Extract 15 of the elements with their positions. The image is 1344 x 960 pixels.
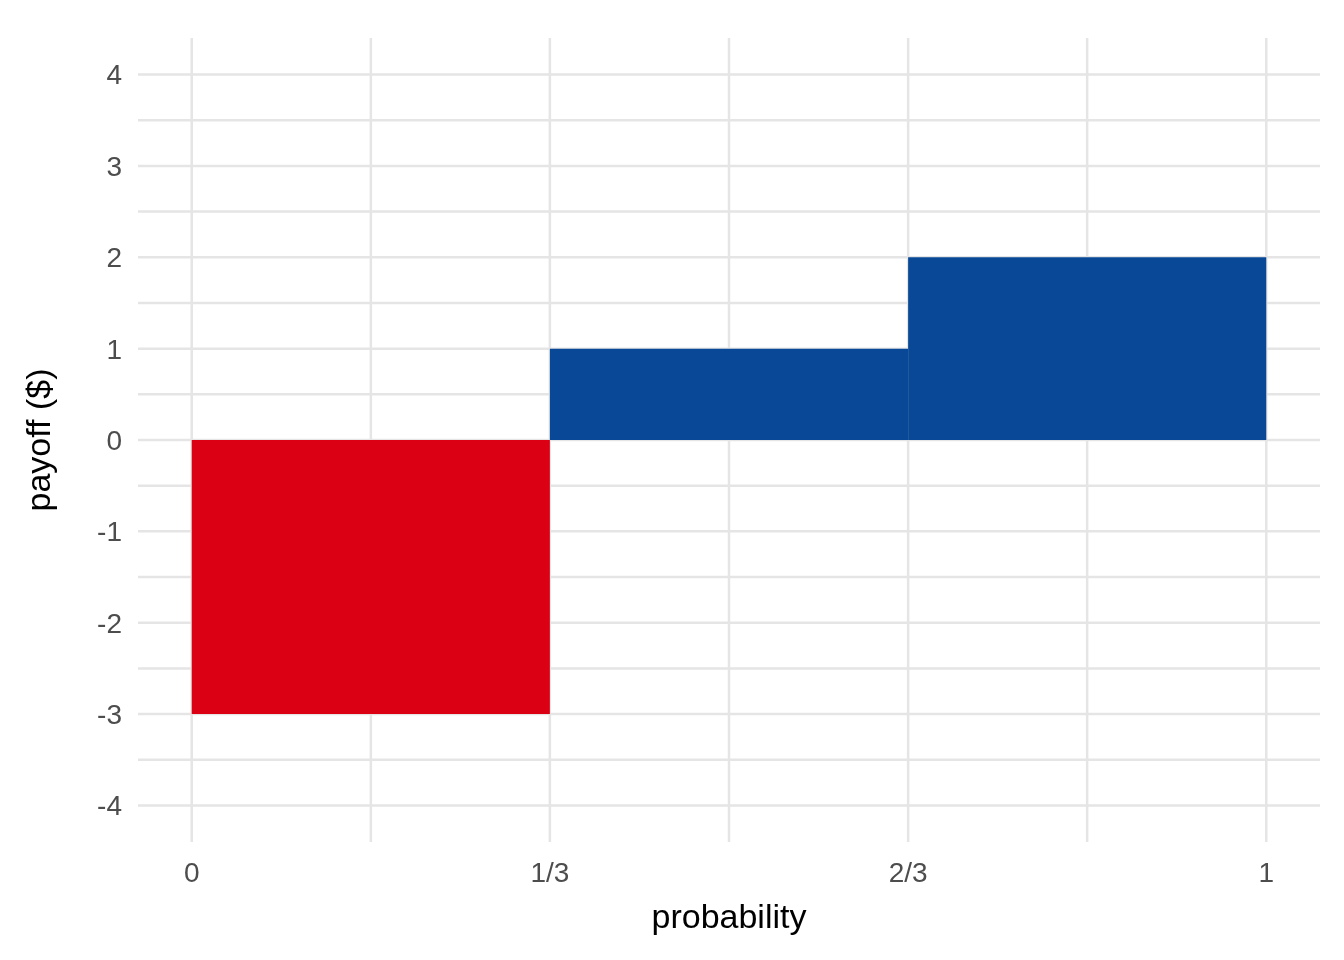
y-tick-label: -3	[97, 699, 122, 731]
y-tick-label: -1	[97, 516, 122, 548]
x-tick-label: 1	[1258, 856, 1275, 888]
x-axis-title: probability	[651, 897, 807, 935]
y-tick-label: 1	[106, 333, 122, 365]
y-tick-label: 0	[106, 424, 122, 456]
y-tick-label: 2	[106, 242, 122, 274]
x-tick-label: 1/3	[530, 856, 570, 888]
y-tick-label: -4	[97, 790, 122, 822]
x-tick-label: 0	[183, 856, 200, 888]
x-tick-label: 2/3	[888, 856, 928, 888]
y-tick-label: 4	[106, 59, 122, 91]
y-tick-label: 3	[106, 150, 122, 182]
y-tick-label: -2	[97, 607, 122, 639]
y-axis-title: payoff ($)	[19, 368, 58, 512]
